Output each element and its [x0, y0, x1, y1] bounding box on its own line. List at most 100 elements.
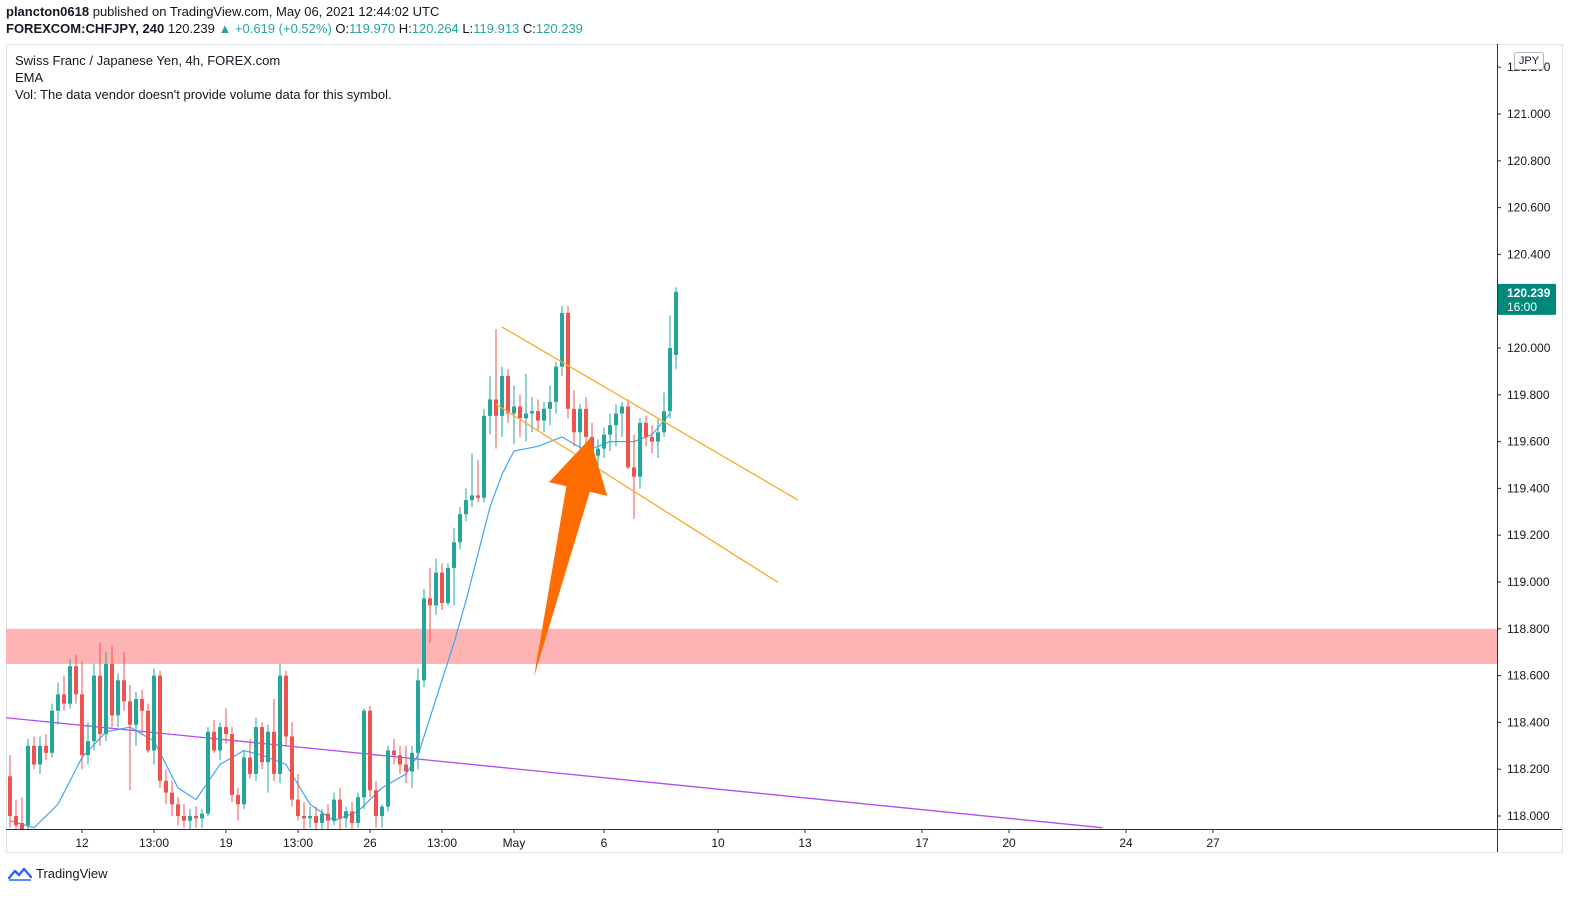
candle[interactable] [416, 668, 420, 770]
candle[interactable] [506, 369, 510, 423]
candle[interactable] [176, 797, 180, 826]
candle[interactable] [542, 401, 546, 433]
ema-legend[interactable]: EMA [15, 70, 44, 85]
candle[interactable] [152, 668, 156, 765]
brand-logo[interactable]: TradingView [8, 866, 108, 881]
candle[interactable] [602, 427, 606, 458]
candle[interactable] [392, 738, 396, 765]
candle[interactable] [122, 652, 126, 711]
candle[interactable] [350, 801, 354, 830]
candle[interactable] [470, 453, 474, 508]
candle[interactable] [320, 808, 324, 830]
candle[interactable] [332, 792, 336, 826]
candle[interactable] [206, 727, 210, 816]
candle[interactable] [296, 773, 300, 821]
candle[interactable] [80, 661, 84, 770]
candle[interactable] [242, 750, 246, 809]
candle[interactable] [260, 722, 264, 770]
candle[interactable] [452, 528, 456, 606]
candle[interactable] [482, 408, 486, 503]
candle[interactable] [146, 703, 150, 753]
candle[interactable] [638, 418, 642, 489]
candle[interactable] [188, 808, 192, 832]
candle[interactable] [92, 663, 96, 751]
candle[interactable] [614, 404, 618, 447]
candle[interactable] [308, 806, 312, 828]
candle[interactable] [278, 663, 282, 784]
candle[interactable] [476, 460, 480, 503]
candle[interactable] [626, 399, 630, 470]
candle[interactable] [110, 645, 114, 728]
channel-upper-line[interactable] [501, 326, 799, 501]
candle[interactable] [314, 806, 318, 830]
candle[interactable] [380, 804, 384, 828]
candle[interactable] [356, 792, 360, 828]
candle[interactable] [620, 401, 624, 437]
candle[interactable] [44, 734, 48, 760]
candle[interactable] [650, 425, 654, 454]
candle[interactable] [548, 385, 552, 426]
candle[interactable] [428, 567, 432, 643]
candle[interactable] [284, 670, 288, 746]
channel-lower-line[interactable] [495, 403, 779, 583]
candle[interactable] [500, 366, 504, 437]
candle[interactable] [86, 722, 90, 765]
series-title[interactable]: Swiss Franc / Japanese Yen, 4h, FOREX.co… [15, 53, 281, 68]
candle[interactable] [134, 691, 138, 746]
candle[interactable] [524, 373, 528, 442]
candle[interactable] [302, 801, 306, 830]
candle[interactable] [158, 670, 162, 788]
candle[interactable] [536, 399, 540, 430]
candle[interactable] [164, 769, 168, 805]
candle[interactable] [194, 806, 198, 828]
candle[interactable] [674, 287, 678, 370]
candle[interactable] [182, 804, 186, 828]
candle[interactable] [668, 315, 672, 419]
candle[interactable] [404, 745, 408, 784]
candle[interactable] [254, 717, 258, 781]
candle[interactable] [344, 806, 348, 828]
currency-button[interactable]: JPY [1514, 52, 1544, 70]
support-zone[interactable] [6, 628, 1497, 664]
candle[interactable] [50, 703, 54, 758]
candle[interactable] [386, 745, 390, 812]
candle[interactable] [140, 689, 144, 735]
candle[interactable] [518, 394, 522, 437]
candle[interactable] [398, 745, 402, 774]
candle[interactable] [128, 684, 132, 791]
candle[interactable] [230, 727, 234, 802]
candle[interactable] [290, 722, 294, 807]
candle[interactable] [98, 642, 102, 746]
author-name[interactable]: plancton0618 [6, 4, 90, 19]
candle[interactable] [662, 392, 666, 437]
candle[interactable] [200, 808, 204, 828]
candle[interactable] [440, 563, 444, 611]
candle[interactable] [224, 708, 228, 744]
candle[interactable] [8, 755, 12, 828]
candle[interactable] [554, 362, 558, 414]
candle[interactable] [236, 787, 240, 821]
candle[interactable] [362, 708, 366, 809]
candle[interactable] [38, 736, 42, 774]
candle[interactable] [434, 558, 438, 615]
candle[interactable] [68, 659, 72, 709]
candle[interactable] [560, 305, 564, 377]
candle[interactable] [326, 804, 330, 830]
candle[interactable] [446, 563, 450, 606]
candle[interactable] [14, 799, 18, 830]
candle[interactable] [266, 724, 270, 793]
trend-line[interactable] [6, 717, 1103, 829]
candle[interactable] [632, 434, 636, 519]
candle[interactable] [374, 780, 378, 828]
candle[interactable] [218, 722, 222, 760]
candle[interactable] [464, 488, 468, 522]
candle[interactable] [566, 305, 570, 419]
candle[interactable] [656, 418, 660, 458]
candle[interactable] [56, 682, 60, 725]
candle[interactable] [32, 736, 36, 770]
candle[interactable] [212, 720, 216, 753]
candle[interactable] [458, 507, 462, 550]
candle[interactable] [410, 745, 414, 788]
candle[interactable] [572, 390, 576, 447]
